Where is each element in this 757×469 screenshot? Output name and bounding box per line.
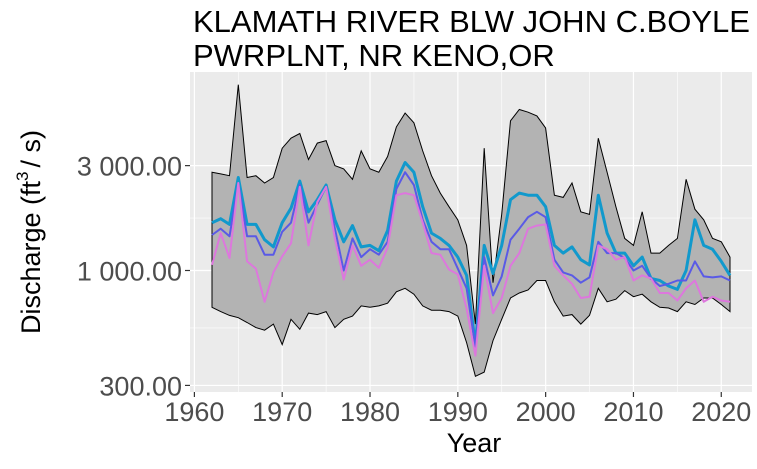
x-tick-label: 2010	[603, 397, 663, 427]
x-tick-label: 1990	[428, 397, 488, 427]
x-tick-label: 1980	[340, 397, 400, 427]
chart-title-line-2: PWRPLNT, NR KENO,OR	[193, 38, 555, 73]
y-tick-label: 300.00	[99, 371, 182, 401]
x-tick-label: 1970	[252, 397, 312, 427]
range-band-layer	[211, 84, 731, 378]
range-band	[211, 84, 731, 378]
y-axis-label-tail: / s)	[16, 130, 46, 168]
y-tick-label: 1 000.00	[77, 256, 182, 286]
axes-layer: 1960 1970 1980 1990 2000 2010 2020 300.00 1 000.…	[77, 152, 751, 427]
x-tick-label: 2000	[516, 397, 576, 427]
series-line-3	[211, 182, 731, 357]
y-axis-label-main: Discharge (ft	[16, 180, 46, 334]
y-tick-label: 3 000.00	[77, 152, 182, 182]
series-lines-layer	[211, 161, 732, 357]
series-line-1	[211, 161, 732, 347]
x-tick-label: 2020	[691, 397, 751, 427]
y-axis-label-superscript: 3	[13, 171, 32, 180]
x-axis-label: Year	[447, 428, 502, 458]
y-axis-label: Discharge (ft3 / s)	[13, 130, 46, 334]
x-tick-label: 1960	[164, 397, 224, 427]
chart-title-line-1: KLAMATH RIVER BLW JOHN C.BOYLE	[193, 4, 750, 39]
